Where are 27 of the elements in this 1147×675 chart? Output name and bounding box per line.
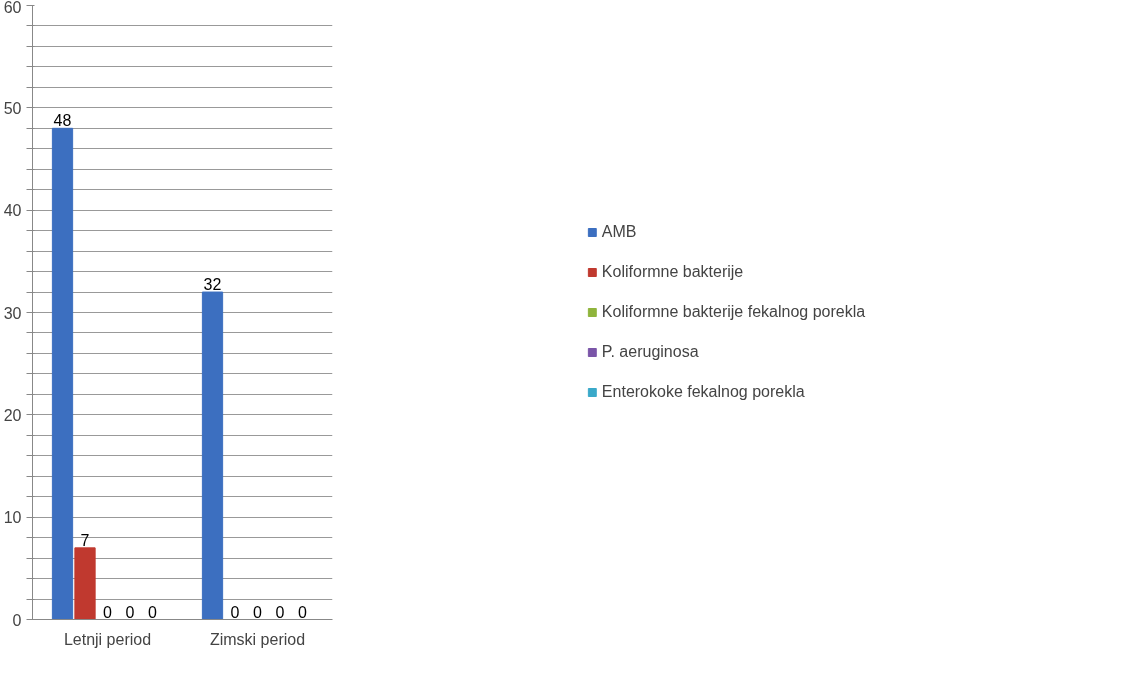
y-tick-label: 10	[3, 509, 22, 527]
y-tick-label: 60	[3, 0, 22, 16]
x-tick-label: Zimski period	[209, 630, 306, 648]
data-label: 48	[53, 112, 72, 130]
data-label: 0	[275, 603, 285, 621]
y-tick-label: 20	[3, 406, 22, 424]
data-label: 0	[148, 603, 158, 621]
data-label: 0	[230, 603, 240, 621]
legend-label: Enterokoke fekalnog porekla	[601, 383, 805, 401]
data-label: 0	[125, 603, 135, 621]
legend-label: Koliformne bakterije fekalnog porekla	[601, 303, 866, 321]
legend-label: Koliformne bakterije	[601, 263, 744, 281]
y-tick-label: 30	[3, 304, 22, 322]
data-label: 0	[103, 603, 113, 621]
y-tick-label: 40	[3, 202, 22, 220]
bar	[74, 547, 96, 620]
data-label: 0	[253, 603, 263, 621]
y-tick-label: 50	[3, 99, 22, 117]
data-label: 7	[80, 531, 90, 549]
bar	[51, 127, 74, 620]
y-tick-label: 0	[12, 611, 22, 629]
legend-label: AMB	[601, 223, 637, 241]
x-tick-label: Letnji period	[63, 630, 152, 648]
bar	[201, 291, 224, 620]
data-label: 32	[203, 276, 222, 294]
legend-label: P. aeruginosa	[601, 343, 699, 361]
data-label: 0	[298, 603, 308, 621]
